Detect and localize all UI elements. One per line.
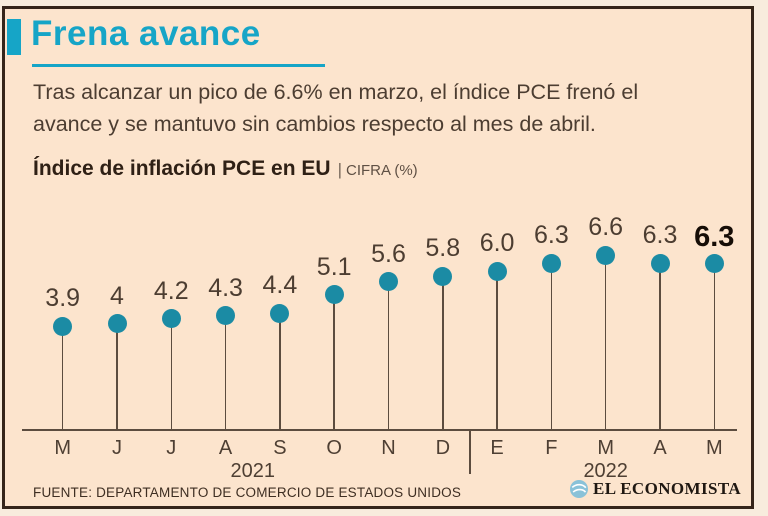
x-tick-label: J [112, 437, 122, 459]
lollipop-stem [170, 318, 173, 429]
value-label: 4.4 [262, 271, 298, 300]
value-label: 6.0 [479, 229, 515, 258]
value-label: 3.9 [45, 284, 81, 313]
lollipop-stem [61, 326, 64, 429]
x-tick-label: S [273, 437, 287, 459]
value-label: 6.3 [534, 221, 569, 250]
el-economista-globe-icon [570, 480, 588, 498]
data-point-dot [53, 316, 73, 336]
value-label: 4 [110, 281, 124, 310]
infographic-body: Frena avance Tras alcanzar un pico de 6.… [5, 9, 751, 506]
title-accent-bar [7, 19, 21, 55]
data-point-dot [107, 314, 127, 334]
chart-title-separator: | [337, 160, 342, 179]
x-tick-label: M [597, 437, 615, 459]
data-point-dot [270, 303, 290, 323]
lollipop-stem [442, 276, 444, 429]
value-label: 4.3 [208, 273, 243, 302]
data-point-dot [216, 306, 236, 326]
lollipop-stem [333, 294, 335, 429]
value-label: 5.6 [371, 239, 406, 268]
value-label: 5.1 [316, 252, 352, 281]
chart-title: Índice de inflación PCE en EU | CIFRA (%) [33, 157, 418, 181]
x-tick-label: A [218, 437, 233, 459]
source-attribution: FUENTE: DEPARTAMENTO DE COMERCIO DE ESTA… [33, 485, 462, 500]
infographic-frame: Frena avance Tras alcanzar un pico de 6.… [2, 6, 754, 509]
value-label: 5.8 [425, 234, 461, 263]
page-title: Frena avance [31, 14, 261, 53]
lollipop-stem [713, 263, 716, 429]
data-point-dot [650, 253, 670, 273]
description-line-1: Tras alcanzar un pico de 6.6% en marzo, … [33, 80, 639, 104]
value-label: 6.6 [588, 213, 624, 242]
lollipop-stem [387, 281, 390, 429]
lollipop-stem [116, 323, 118, 429]
x-tick-label: F [545, 437, 558, 459]
publisher-name: EL ECONOMISTA [593, 479, 741, 498]
lollipop-chart: 3.9 M 4 J 4.2 J 4.3 A 4.4 S 5.1 O 5.6 N 5.8 D 6.0 E 6.3 F 6.… [5, 9, 751, 506]
lollipop-stem [604, 255, 607, 429]
year-separator-line [469, 430, 471, 474]
value-label: 6.3 [642, 221, 678, 250]
year-label-2021: 2021 [230, 460, 276, 482]
x-tick-label: M [54, 437, 72, 459]
data-point-dot [541, 253, 561, 273]
description-line-2: avance y se mantuvo sin cambios respecto… [33, 111, 596, 136]
data-point-dot [324, 285, 344, 305]
chart-title-text: Índice de inflación PCE en EU [33, 157, 331, 180]
year-label-2022: 2022 [583, 460, 628, 482]
x-tick-label: D [435, 437, 451, 459]
data-point-dot [704, 253, 724, 273]
lollipop-stem [279, 313, 281, 429]
description-text: Tras alcanzar un pico de 6.6% en marzo, … [33, 77, 638, 140]
x-tick-label: N [381, 437, 396, 459]
x-tick-label: J [166, 437, 177, 459]
x-tick-label: O [326, 437, 342, 459]
data-point-dot [487, 261, 507, 281]
lollipop-stem [659, 263, 661, 429]
lollipop-stem [224, 315, 227, 429]
value-label-latest: 6.3 [694, 221, 735, 254]
data-point-dot [596, 245, 616, 265]
x-tick-label: E [490, 437, 504, 459]
data-point-dot [161, 309, 181, 329]
publisher-logo: EL ECONOMISTA [570, 479, 741, 499]
lollipop-stem [496, 271, 498, 429]
lollipop-stem [550, 263, 553, 429]
chart-unit-label: CIFRA (%) [345, 162, 418, 179]
value-label: 4.2 [153, 276, 189, 305]
x-tick-label: M [705, 437, 723, 459]
data-point-dot [379, 272, 398, 292]
data-point-dot [433, 266, 453, 286]
x-tick-label: A [653, 437, 667, 459]
title-underline [32, 64, 325, 67]
x-axis-line [22, 429, 737, 431]
